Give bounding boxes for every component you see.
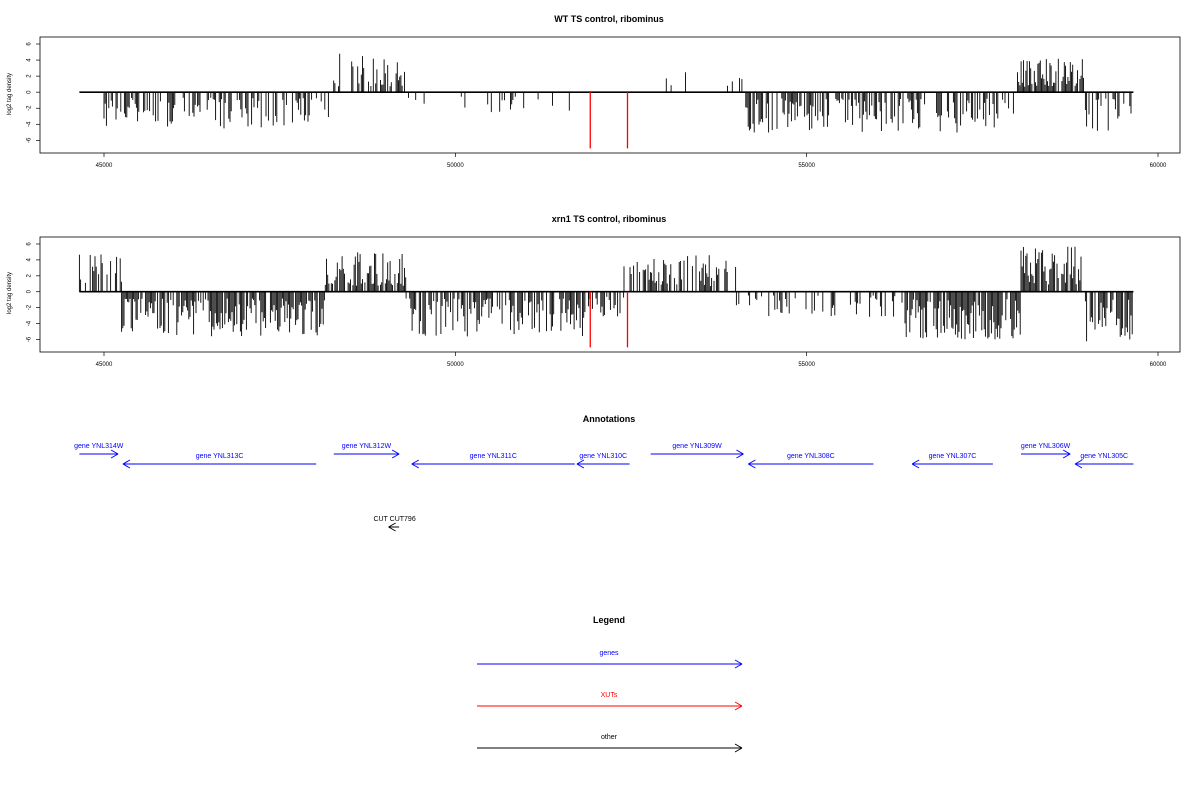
annotation-label: gene YNL308C <box>787 453 835 460</box>
x-tick-label: 55000 <box>798 163 815 169</box>
legend-arrow-genes <box>477 659 743 669</box>
annotation-arrow <box>576 459 630 469</box>
y-tick-label: -4 <box>27 121 33 127</box>
y-tick-label: 2 <box>27 273 33 277</box>
x-tick-label: 60000 <box>1150 362 1167 368</box>
y-tick-label: 4 <box>27 258 33 262</box>
y-tick-label: 2 <box>27 74 33 78</box>
wt-coverage-panel: WT TS control, ribominus log2 tag densit… <box>7 14 1181 169</box>
legend-label-xuts: XUTs <box>601 692 618 699</box>
x-tick-label: 50000 <box>447 362 464 368</box>
legend-arrow-other <box>477 743 743 753</box>
annotation-arrow <box>1020 449 1071 459</box>
annotation-label: gene YNL307C <box>929 453 977 460</box>
annotation-features: gene YNL314W gene YNL313C gene YNL312W gene… <box>74 443 1134 532</box>
annotation-arrow <box>333 449 400 459</box>
xrn1-plot-frame <box>39 236 1181 353</box>
annotation-label: gene YNL311C <box>470 453 517 460</box>
legend-items: genes XUTs other <box>477 650 743 753</box>
annotation-label: gene YNL309W <box>672 443 722 450</box>
annotation-label: gene YNL306W <box>1021 443 1071 450</box>
y-tick-label: 6 <box>27 42 33 46</box>
y-tick-label: 0 <box>27 90 33 94</box>
x-tick-label: 55000 <box>798 362 815 368</box>
annotations-title: Annotations <box>583 414 636 424</box>
xrn1-panel-title: xrn1 TS control, ribominus <box>552 214 667 224</box>
legend-label-genes: genes <box>599 650 619 657</box>
y-tick-label: -4 <box>27 320 33 326</box>
annotation-arrow <box>388 522 400 532</box>
annotation-arrow <box>411 459 575 469</box>
annotation-arrow <box>650 449 744 459</box>
wt-plot-frame <box>39 36 1181 154</box>
annotation-arrow <box>79 449 119 459</box>
xrn1-y-axis-label: log2 tag density <box>7 272 13 314</box>
y-tick-label: 0 <box>27 289 33 293</box>
legend-arrow-xuts <box>477 701 743 711</box>
annotation-arrow <box>122 459 317 469</box>
annotation-label: gene YNL314W <box>74 443 124 450</box>
annotation-label: gene YNL312W <box>342 443 392 450</box>
legend-label-other: other <box>601 734 618 741</box>
x-tick-label: 45000 <box>96 163 113 169</box>
annotation-label: gene YNL313C <box>196 453 244 460</box>
y-tick-label: -2 <box>27 105 33 111</box>
wt-y-axis-label: log2 tag density <box>7 73 13 115</box>
x-tick-label: 45000 <box>96 362 113 368</box>
x-tick-label: 60000 <box>1150 163 1167 169</box>
y-tick-label: -6 <box>27 137 33 143</box>
xrn1-coverage-panel: xrn1 TS control, ribominus log2 tag dens… <box>7 214 1181 368</box>
annotation-arrow <box>1074 459 1134 469</box>
annotation-label: CUT CUT796 <box>373 516 415 523</box>
wt-panel-title: WT TS control, ribominus <box>554 14 664 24</box>
annotation-label: gene YNL310C <box>579 453 627 460</box>
annotation-arrow <box>748 459 874 469</box>
annotation-arrow <box>911 459 993 469</box>
legend: Legend genes XUTs other <box>477 615 743 753</box>
y-tick-label: 6 <box>27 242 33 246</box>
xrn1-axes: 6 4 2 0 -2 -4 -6 45000 50000 55000 60000 <box>27 242 1167 368</box>
xrn1-coverage-bars <box>78 246 1134 348</box>
annotation-label: gene YNL305C <box>1080 453 1128 460</box>
wt-axes: 6 4 2 0 -2 -4 -6 45000 50000 55000 60000 <box>27 42 1167 169</box>
y-tick-label: 4 <box>27 58 33 62</box>
y-tick-label: -6 <box>27 336 33 342</box>
wt-coverage-bars <box>79 53 1134 149</box>
x-tick-label: 50000 <box>447 163 464 169</box>
legend-title: Legend <box>593 615 625 625</box>
y-tick-label: -2 <box>27 304 33 310</box>
